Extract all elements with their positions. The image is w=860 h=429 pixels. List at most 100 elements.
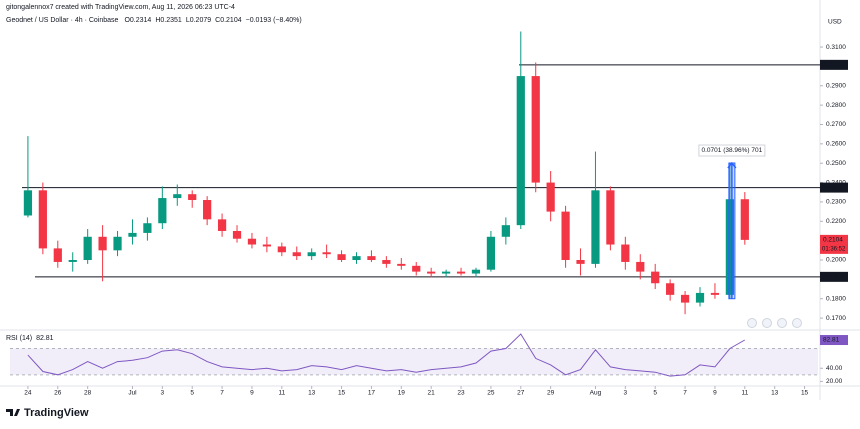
candle-body: [232, 230, 242, 239]
x-tick-label: 27: [517, 390, 525, 397]
brand: TradingView: [24, 407, 89, 419]
candle-body: [710, 292, 720, 295]
candle-body: [277, 246, 286, 253]
candle-body: [576, 260, 585, 264]
ohlc-value: 0.2079: [190, 17, 212, 24]
x-tick-label: 11: [741, 390, 748, 397]
y-tick-label: 0.3100: [826, 44, 846, 51]
x-tick-label: 24: [24, 390, 32, 397]
candle-body: [621, 244, 630, 262]
x-tick-label: 9: [713, 390, 717, 397]
x-tick-label: 15: [801, 390, 809, 397]
icon: [762, 318, 772, 328]
symbol-title: Geodnet / US Dollar · 4h · Coinbase: [6, 17, 119, 24]
x-tick-label: 25: [487, 390, 495, 397]
candle-body: [203, 199, 212, 220]
x-tick-label: 28: [84, 390, 92, 397]
y-tick-label: 0.2600: [826, 141, 846, 148]
candle-body: [442, 271, 451, 274]
x-tick-label: 5: [190, 390, 194, 397]
x-tick-label: 3: [624, 390, 628, 397]
candle-body: [307, 252, 316, 257]
candle-body: [188, 194, 197, 200]
level-label: 0.2374: [823, 184, 843, 191]
x-tick-label: 17: [368, 390, 376, 397]
candle-body: [217, 219, 227, 231]
candle-body: [322, 252, 331, 255]
candle-body: [23, 190, 33, 216]
ohlc-value: 0.2351: [160, 17, 182, 24]
candle-body: [456, 271, 466, 274]
x-tick-label: Aug: [590, 390, 602, 397]
x-tick-label: 11: [278, 390, 285, 397]
candle-body: [262, 244, 271, 247]
icon: [747, 318, 757, 328]
rsi-tick-label: 40.00: [826, 365, 843, 372]
level-label: 0.1913: [823, 274, 843, 281]
candle-body: [68, 260, 77, 262]
rsi-tick-label: 20.00: [826, 378, 843, 385]
candle-body: [352, 256, 361, 261]
ohlc-value: 0.2314: [130, 17, 152, 24]
x-tick-label: 15: [338, 390, 346, 397]
x-tick-label: 7: [220, 390, 224, 397]
ohlc-prefix: L: [186, 17, 190, 24]
candle-body: [292, 252, 301, 257]
level-tag: [820, 59, 848, 70]
attribution: gitongalennox7 created with TradingView.…: [6, 4, 235, 11]
candle-body: [367, 256, 376, 261]
x-tick-label: 29: [547, 390, 555, 397]
x-tick-label: 13: [308, 390, 316, 397]
candle-body: [173, 194, 182, 199]
change: −0.0193 (−8.40%): [246, 17, 302, 24]
x-tick-label: 19: [398, 390, 406, 397]
candle-body: [98, 236, 107, 251]
candle-body: [128, 232, 137, 237]
last-price-tag: [820, 234, 848, 254]
candle-body: [516, 76, 525, 226]
countdown: 01:36:52: [822, 246, 846, 252]
y-tick-label: 0.1700: [826, 315, 846, 322]
candle-body: [501, 225, 510, 237]
rsi-last-label: 82.81: [823, 337, 840, 344]
y-tick-label: 0.2200: [826, 218, 846, 225]
last-price-label: 0.2104: [823, 237, 843, 244]
rsi-band: [10, 348, 818, 375]
icon: [792, 318, 802, 328]
candle-body: [725, 199, 734, 295]
x-tick-label: Jul: [128, 390, 137, 397]
y-tick-label: 0.2900: [826, 82, 846, 89]
candle-body: [486, 236, 496, 270]
candle-body: [83, 236, 92, 261]
candle-body: [546, 182, 555, 212]
icon: [777, 318, 787, 328]
candle-body: [740, 199, 749, 240]
candle-body: [397, 263, 406, 266]
candle-body: [561, 211, 570, 261]
x-tick-label: 21: [428, 390, 436, 397]
x-tick-label: 5: [653, 390, 657, 397]
candle-body: [143, 223, 152, 233]
x-tick-label: 23: [457, 390, 465, 397]
y-tick-label: 0.2000: [826, 257, 846, 264]
y-tick-label: 0.1800: [826, 295, 846, 302]
level-tag: [820, 182, 848, 193]
ohlc-prefix: H: [155, 17, 160, 24]
measure-tag: [698, 144, 766, 157]
x-tick-label: 7: [683, 390, 687, 397]
candle-body: [680, 294, 690, 303]
candle-body: [53, 248, 62, 262]
x-tick-label: 26: [54, 390, 62, 397]
candle-body: [337, 254, 346, 261]
ohlc-prefix: O: [124, 17, 130, 24]
currency: USD: [828, 19, 842, 26]
candle-body: [113, 236, 122, 251]
arrow-head: [727, 161, 737, 169]
candle-body: [591, 190, 600, 264]
candle-body: [247, 238, 257, 245]
rsi-value: 82.81: [36, 335, 54, 342]
header: Geodnet / US Dollar · 4h · Coinbase O 0.23…: [6, 17, 302, 24]
x-tick-label: 3: [161, 390, 165, 397]
